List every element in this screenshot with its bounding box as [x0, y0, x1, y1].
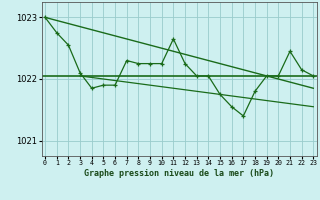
X-axis label: Graphe pression niveau de la mer (hPa): Graphe pression niveau de la mer (hPa) — [84, 169, 274, 178]
